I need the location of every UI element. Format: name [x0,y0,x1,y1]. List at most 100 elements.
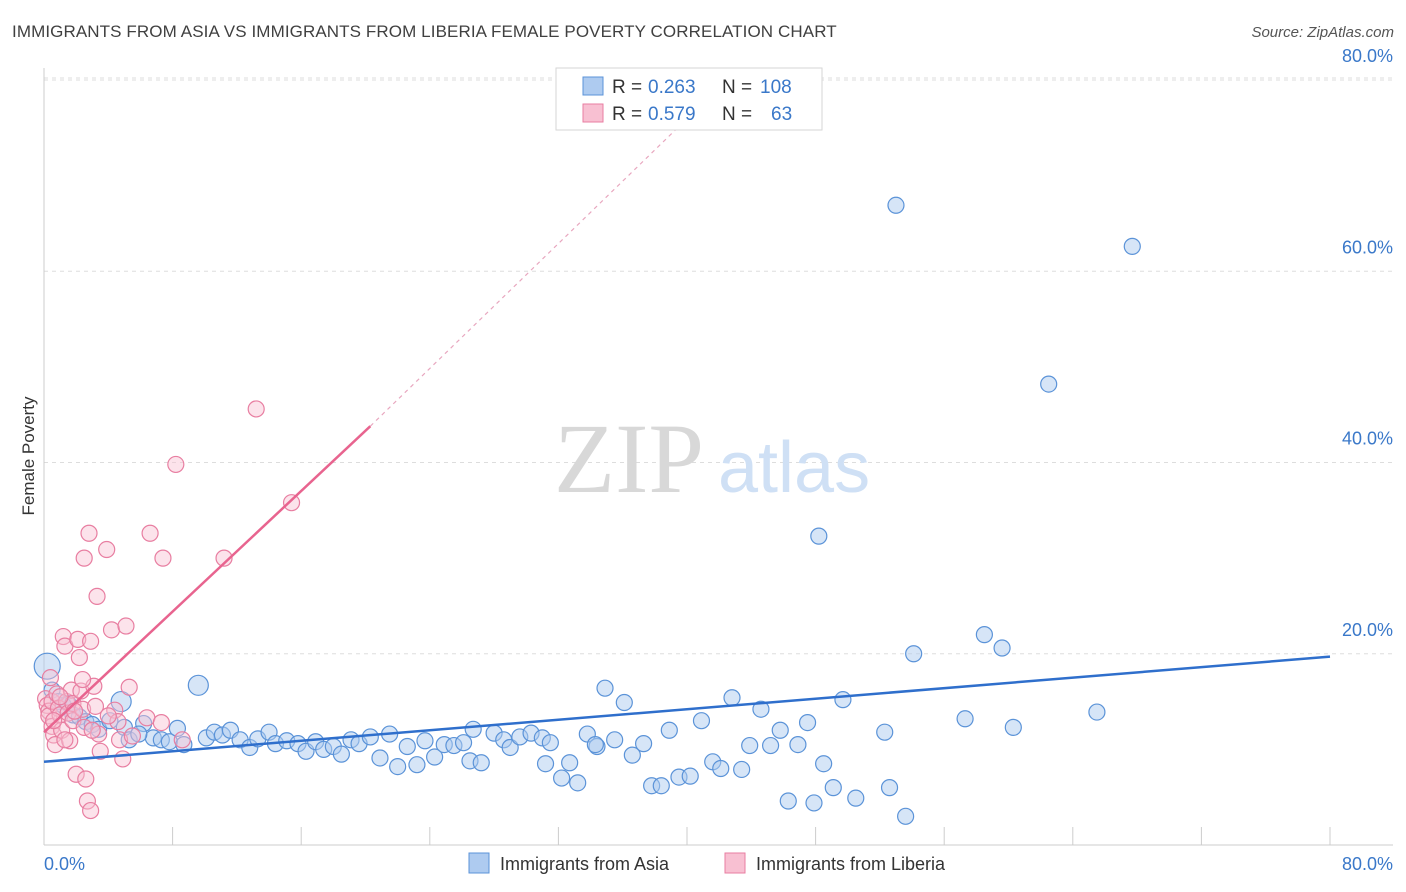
y-tick-label: 20.0% [1342,620,1393,640]
asia-point [779,792,797,810]
asia-point [975,626,993,644]
asia-point [652,777,670,795]
chart-title: IMMIGRANTS FROM ASIA VS IMMIGRANTS FROM … [12,22,837,41]
asia-point [789,735,807,754]
asia-point [398,737,416,756]
x-tick-label-max: 80.0% [1342,854,1393,874]
liberia-point [110,731,129,749]
liberia-point [86,697,105,715]
liberia-point [82,801,100,820]
liberia-point [70,648,88,667]
asia-point [660,721,678,739]
liberia-point [73,670,92,689]
liberia-point [138,709,156,727]
asia-point [880,779,899,797]
asia-point [681,767,699,785]
liberia-point [120,678,138,696]
liberia-point [117,617,135,635]
liberia-point [65,702,84,720]
liberia-point [102,621,121,639]
liberia-point [83,721,101,739]
asia-point [416,732,434,750]
asia-point [810,527,828,545]
asia-point [33,652,61,680]
asia-point [569,774,587,792]
asia-point [536,755,555,773]
liberia-point [77,770,95,788]
asia-point [824,779,842,797]
asia-point [692,712,711,730]
x-tick-label-min: 0.0% [44,854,85,874]
asia-point [596,679,614,697]
liberia-point [109,713,127,731]
y-tick-label: 80.0% [1342,46,1393,66]
liberia-point [82,632,100,650]
bottom-legend-label-asia: Immigrants from Asia [500,854,670,874]
asia-point [815,755,833,773]
liberia-point [141,524,159,542]
asia-point [956,710,974,728]
liberia-point [56,731,74,749]
asia-point [897,807,915,825]
asia-point [501,738,519,757]
asia-point [805,794,823,812]
watermark-zip: ZIP [554,403,704,514]
liberia-point [78,792,97,810]
liberia-trend-extension [369,124,681,427]
asia-point [876,723,894,741]
asia-point [561,754,579,772]
asia-point [541,734,559,752]
liberia-point [45,712,63,730]
asia-point [464,720,482,738]
liberia-point [80,524,98,542]
liberia-point [215,549,233,567]
legend-liberia-n-label: N = [722,104,752,125]
bottom-legend-swatch-asia [468,852,490,874]
legend-swatch-liberia [582,103,604,123]
asia-point [771,721,789,739]
asia-trend-line [43,655,1331,764]
y-tick-label: 40.0% [1342,429,1393,449]
legend-asia-r-label: R = [612,77,642,98]
asia-point [110,690,132,713]
gridlines [44,77,1393,655]
liberia-point [154,549,172,567]
asia-point [741,736,759,755]
asia-point [1123,237,1141,255]
asia-point [905,645,923,663]
asia-point [761,736,780,755]
asia-point [712,759,730,778]
watermark-atlas: atlas [718,428,870,508]
liberia-point [114,750,132,768]
asia-point [847,789,865,807]
liberia-point [98,540,116,559]
legend: R = 0.263 N = 108 R = 0.579 N = 63 [555,67,823,131]
liberia-point [282,494,301,512]
asia-point [634,735,653,753]
liberia-point [152,713,170,732]
asia-point [623,746,641,764]
legend-asia-n-label: N = [722,77,752,98]
asia-point [371,749,389,767]
bottom-legend-swatch-liberia [724,852,746,874]
liberia-point [88,587,106,605]
asia-point [389,757,407,776]
asia-point [1088,703,1106,721]
legend-asia-n-value: 108 [760,77,792,98]
trend-lines [43,124,1331,764]
legend-asia-r-value: 0.263 [648,77,696,98]
asia-point [454,734,473,752]
asia-point [752,700,770,718]
y-tick-label: 60.0% [1342,237,1393,257]
asia-point [553,769,571,787]
legend-liberia-r-label: R = [612,104,642,125]
liberia-point [167,455,185,474]
series-asia-points [33,196,1141,825]
liberia-point [123,727,142,745]
asia-point [472,754,490,772]
bottom-legend: Immigrants from Asia Immigrants from Lib… [468,852,946,874]
liberia-point [67,765,85,783]
asia-point [586,735,604,754]
asia-point [408,756,426,774]
